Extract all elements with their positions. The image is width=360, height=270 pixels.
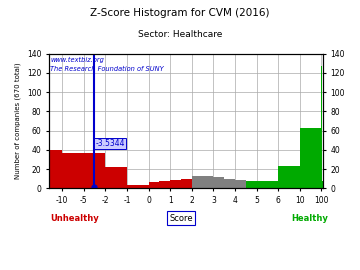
Text: Sector: Healthcare: Sector: Healthcare	[138, 30, 222, 39]
Text: The Research Foundation of SUNY: The Research Foundation of SUNY	[50, 66, 164, 72]
Bar	[84, 153, 105, 188]
Bar	[300, 128, 321, 188]
Bar	[321, 66, 322, 188]
Bar	[181, 179, 192, 188]
Y-axis label: Number of companies (670 total): Number of companies (670 total)	[15, 63, 22, 179]
Text: Score: Score	[169, 214, 193, 222]
Bar	[159, 181, 170, 188]
Bar	[257, 181, 267, 188]
Bar	[224, 179, 235, 188]
Text: www.textbiz.org: www.textbiz.org	[50, 56, 104, 63]
Bar	[138, 185, 149, 188]
Bar	[105, 167, 127, 188]
Bar	[267, 181, 278, 188]
Bar	[149, 182, 159, 188]
Bar	[62, 153, 84, 188]
Bar	[278, 166, 300, 188]
Text: Z-Score Histogram for CVM (2016): Z-Score Histogram for CVM (2016)	[90, 8, 270, 18]
Bar	[49, 150, 62, 188]
Text: -3.5344: -3.5344	[95, 139, 125, 148]
Bar	[235, 180, 246, 188]
Text: Unhealthy: Unhealthy	[51, 214, 99, 222]
Bar	[127, 185, 138, 188]
Text: Healthy: Healthy	[291, 214, 328, 222]
Bar	[322, 181, 323, 188]
Bar	[213, 177, 224, 188]
Bar	[170, 180, 181, 188]
Bar	[246, 181, 257, 188]
Bar	[192, 176, 203, 188]
Bar	[203, 176, 213, 188]
